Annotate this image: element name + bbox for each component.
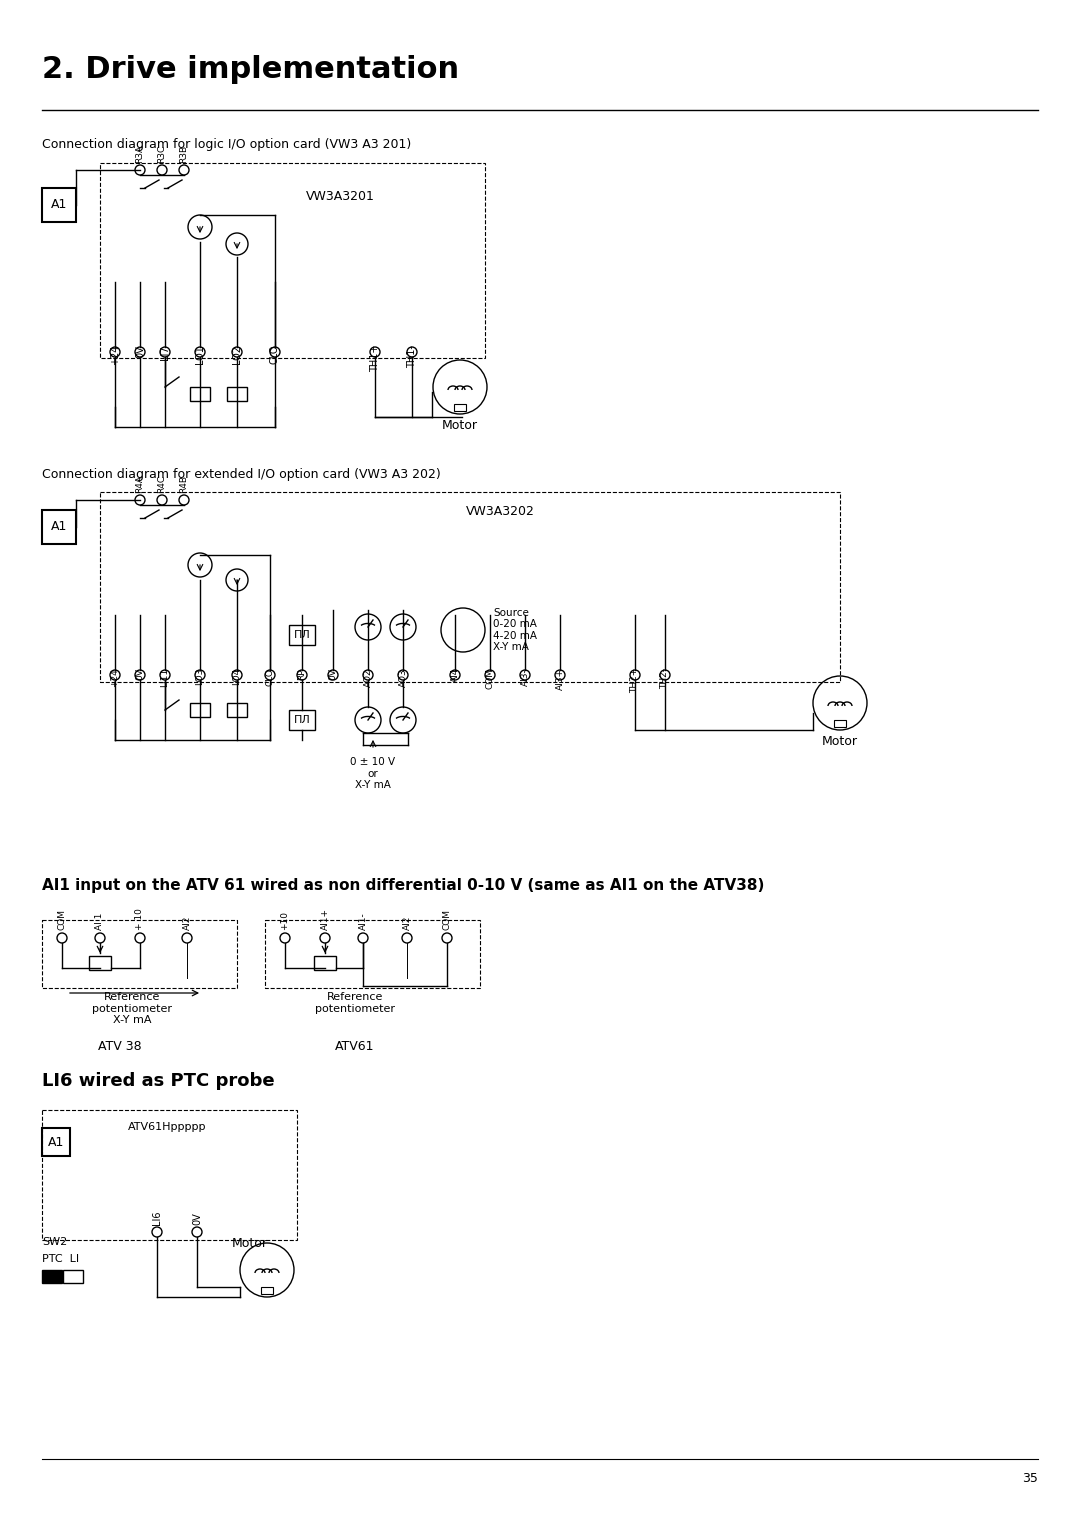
Text: ПЛ: ПЛ bbox=[294, 631, 310, 640]
Text: 0V: 0V bbox=[135, 345, 145, 357]
Bar bbox=[314, 956, 336, 970]
Bar bbox=[89, 956, 111, 970]
Text: R4B: R4B bbox=[179, 475, 189, 493]
Bar bbox=[42, 510, 76, 544]
Text: +24: +24 bbox=[110, 667, 120, 687]
Bar bbox=[42, 1270, 62, 1283]
Text: A1: A1 bbox=[51, 199, 67, 212]
Bar bbox=[63, 1270, 83, 1283]
Bar bbox=[42, 1110, 297, 1240]
Text: VW3A3202: VW3A3202 bbox=[465, 505, 535, 518]
Text: ATV61: ATV61 bbox=[335, 1040, 375, 1054]
Text: AO2: AO2 bbox=[364, 667, 373, 687]
Text: LI6: LI6 bbox=[152, 1211, 162, 1225]
Text: COM: COM bbox=[57, 909, 67, 930]
Text: LI7: LI7 bbox=[160, 345, 170, 360]
Text: Motor: Motor bbox=[232, 1237, 268, 1251]
Bar bbox=[227, 702, 247, 718]
Text: RP: RP bbox=[297, 667, 307, 680]
Text: TH1+: TH1+ bbox=[370, 345, 380, 373]
Text: 0V: 0V bbox=[135, 667, 145, 680]
Text: Motor: Motor bbox=[442, 418, 478, 432]
Text: AI3-: AI3- bbox=[521, 667, 529, 686]
Bar bbox=[190, 702, 210, 718]
Text: Connection diagram for extended I/O option card (VW3 A3 202): Connection diagram for extended I/O opti… bbox=[42, 467, 441, 481]
Text: 0V: 0V bbox=[328, 667, 337, 680]
Text: TH2-: TH2- bbox=[661, 667, 670, 689]
Text: A1: A1 bbox=[51, 521, 67, 533]
Text: AI3+: AI3+ bbox=[555, 667, 565, 690]
Text: TH1-: TH1- bbox=[407, 345, 417, 368]
Text: Connection diagram for logic I/O option card (VW3 A3 201): Connection diagram for logic I/O option … bbox=[42, 137, 411, 151]
Text: R3C: R3C bbox=[158, 145, 166, 163]
Text: AI1+: AI1+ bbox=[321, 909, 329, 930]
Bar bbox=[190, 386, 210, 402]
Text: CLO: CLO bbox=[270, 345, 280, 365]
Text: AI1 input on the ATV 61 wired as non differential 0-10 V (same as AI1 on the ATV: AI1 input on the ATV 61 wired as non dif… bbox=[42, 878, 765, 893]
Text: AI2: AI2 bbox=[183, 916, 191, 930]
Bar bbox=[42, 188, 76, 221]
Text: 35: 35 bbox=[1022, 1472, 1038, 1484]
Text: AI1-: AI1- bbox=[359, 912, 367, 930]
Bar bbox=[227, 386, 247, 402]
Bar bbox=[289, 625, 315, 644]
Text: VW3A3201: VW3A3201 bbox=[306, 189, 375, 203]
Bar bbox=[42, 1128, 70, 1156]
Text: A1: A1 bbox=[48, 1136, 64, 1148]
Bar bbox=[834, 721, 846, 727]
Text: LI6 wired as PTC probe: LI6 wired as PTC probe bbox=[42, 1072, 274, 1090]
Text: R3A: R3A bbox=[135, 145, 145, 163]
Text: CLO: CLO bbox=[266, 667, 274, 686]
Text: R4C: R4C bbox=[158, 475, 166, 493]
Bar bbox=[100, 492, 840, 683]
Text: 0V: 0V bbox=[192, 1212, 202, 1225]
Text: 0 ± 10 V
or
X-Y mA: 0 ± 10 V or X-Y mA bbox=[350, 757, 395, 789]
Bar bbox=[42, 919, 237, 988]
Text: TH2+: TH2+ bbox=[631, 667, 639, 693]
Text: COM: COM bbox=[443, 909, 451, 930]
Text: Motor: Motor bbox=[822, 734, 858, 748]
Text: AI4: AI4 bbox=[450, 667, 459, 683]
Text: R3B: R3B bbox=[179, 145, 189, 163]
Bar bbox=[100, 163, 485, 357]
Text: AI2: AI2 bbox=[403, 916, 411, 930]
Bar bbox=[289, 710, 315, 730]
Text: AI 1: AI 1 bbox=[95, 913, 105, 930]
Text: LI11: LI11 bbox=[161, 667, 170, 687]
Text: ПЛ: ПЛ bbox=[294, 715, 310, 725]
Text: LO2: LO2 bbox=[232, 345, 242, 363]
Text: SW2: SW2 bbox=[42, 1237, 67, 1248]
Text: Source
0-20 mA
4-20 mA
X-Y mA: Source 0-20 mA 4-20 mA X-Y mA bbox=[492, 608, 537, 652]
Text: 2. Drive implementation: 2. Drive implementation bbox=[42, 55, 459, 84]
Text: ATV 38: ATV 38 bbox=[98, 1040, 141, 1054]
Text: LO3: LO3 bbox=[195, 667, 204, 686]
Text: R4A: R4A bbox=[135, 475, 145, 493]
Text: LO1: LO1 bbox=[195, 345, 205, 363]
Bar bbox=[265, 919, 480, 988]
Text: COM: COM bbox=[486, 667, 495, 689]
Text: AO3: AO3 bbox=[399, 667, 407, 687]
Text: ATV61Hppppp: ATV61Hppppp bbox=[127, 1122, 206, 1132]
Bar bbox=[261, 1287, 273, 1293]
Text: +24: +24 bbox=[110, 345, 120, 365]
Text: +10: +10 bbox=[281, 912, 289, 930]
Text: Reference
potentiometer: Reference potentiometer bbox=[315, 993, 395, 1014]
Text: Reference
potentiometer
X-Y mA: Reference potentiometer X-Y mA bbox=[92, 993, 172, 1025]
Text: PTC  LI: PTC LI bbox=[42, 1254, 79, 1264]
Text: LO4: LO4 bbox=[232, 667, 242, 686]
Text: + 10: + 10 bbox=[135, 909, 145, 930]
Bar bbox=[454, 405, 465, 411]
